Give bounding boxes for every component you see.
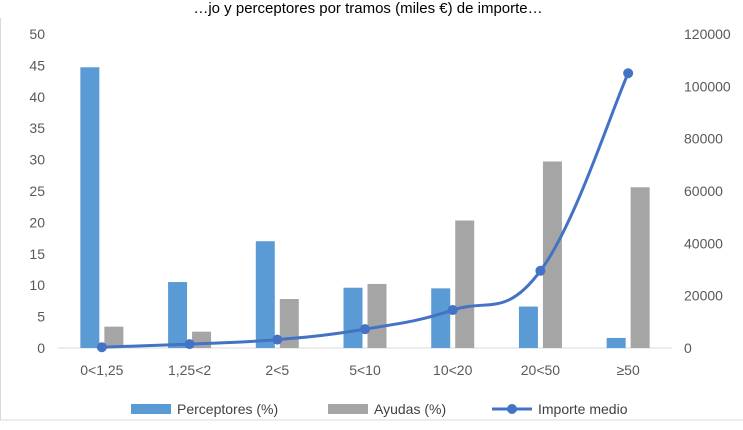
y-right-tick-label: 80000: [684, 131, 723, 147]
y-left-tick-label: 40: [29, 89, 45, 105]
y-right-tick-label: 120000: [684, 26, 731, 42]
line-point: [96, 342, 107, 353]
y-left-tick-label: 45: [29, 57, 45, 73]
line-point: [360, 324, 370, 335]
x-tick-label: 10<20: [433, 362, 473, 378]
x-tick-label: 1,25<2: [168, 362, 211, 378]
legend: Perceptores (%) Ayudas (%) Importe medio: [131, 401, 628, 417]
y-right-tick-label: 100000: [684, 78, 731, 94]
x-tick-label: 5<10: [349, 362, 381, 378]
y-left-tick-label: 5: [37, 309, 45, 325]
x-tick-label: 2<5: [265, 362, 289, 378]
line-point: [447, 305, 458, 316]
bar: [104, 326, 124, 348]
y-left-tick-label: 30: [29, 152, 45, 168]
bar: [518, 306, 538, 348]
y-left-tick-label: 0: [37, 340, 45, 356]
y-left-tick-label: 15: [29, 246, 45, 262]
x-tick-label: 20<50: [521, 362, 561, 378]
legend-label: Perceptores (%): [177, 401, 278, 417]
line-point: [184, 339, 195, 350]
y-left-tick-label: 50: [29, 26, 45, 42]
legend-label: Ayudas (%): [374, 401, 446, 417]
bar: [606, 337, 626, 348]
y-left-tick-label: 35: [29, 120, 45, 136]
bar: [367, 283, 387, 348]
bar: [80, 67, 100, 348]
bars: [80, 67, 650, 348]
y-left-tick-label: 20: [29, 214, 45, 230]
bar: [455, 220, 475, 348]
chart-title: …jo y perceptores por tramos (miles €) d…: [193, 0, 542, 17]
y-right-tick-label: 40000: [684, 235, 723, 251]
y-right-tick-label: 20000: [684, 288, 723, 304]
line-point: [623, 68, 634, 79]
legend-swatch: [328, 404, 368, 414]
line-point: [272, 334, 283, 345]
y-left-tick-label: 25: [29, 183, 45, 199]
bar: [431, 288, 451, 348]
bar: [343, 287, 363, 348]
bar: [255, 241, 275, 348]
y-left-tick-label: 10: [29, 277, 45, 293]
x-tick-label: ≥50: [617, 362, 640, 378]
line-series: [96, 68, 634, 353]
legend-label: Importe medio: [538, 401, 628, 417]
axes: 0 5 10 15 20 25 30 35 40 45 50 0 20000 40000 60000 8000…: [29, 26, 731, 378]
legend-swatch-marker: [507, 404, 517, 414]
bar: [168, 282, 188, 348]
bar: [279, 299, 299, 348]
legend-swatch: [131, 404, 171, 414]
y-right-tick-label: 60000: [684, 183, 723, 199]
bar: [192, 331, 212, 348]
line-point: [535, 265, 546, 276]
y-right-tick-label: 0: [684, 340, 692, 356]
bar: [630, 187, 650, 348]
x-tick-label: 0<1,25: [80, 362, 123, 378]
